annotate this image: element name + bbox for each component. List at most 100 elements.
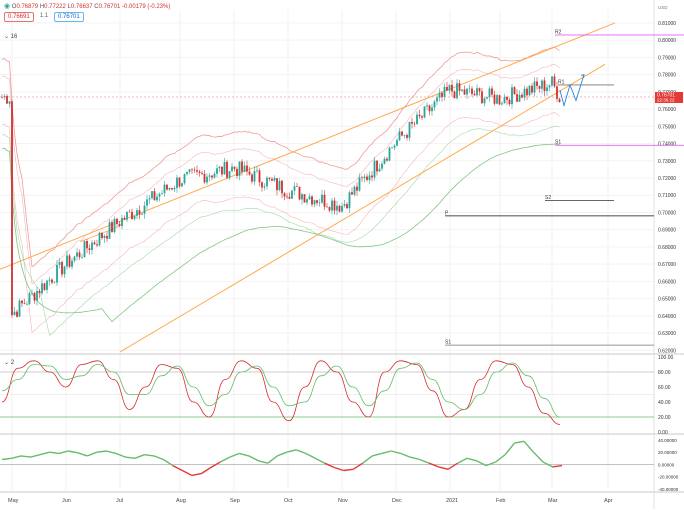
candle-body	[16, 311, 18, 317]
candle-body	[551, 76, 553, 86]
candle-body	[146, 199, 148, 206]
candle-body	[343, 204, 346, 206]
open-label: O	[11, 4, 17, 10]
candle-body	[353, 186, 356, 195]
candle-body	[311, 196, 313, 205]
candle-body	[246, 165, 248, 172]
candle-body	[128, 211, 131, 213]
momentum-segment	[134, 454, 145, 459]
candle-body	[418, 114, 421, 117]
momentum-segment	[239, 452, 249, 457]
candle-body	[546, 87, 548, 92]
momentum-segment	[39, 451, 50, 456]
candle-body	[443, 86, 446, 97]
candle-body	[96, 244, 98, 246]
candle-body	[28, 293, 31, 304]
change-value: -0.00179 (-0.23%)	[121, 4, 171, 10]
momentum-segment	[333, 466, 344, 472]
candle-body	[513, 87, 516, 95]
momentum-segment	[457, 457, 468, 464]
candle-body	[398, 131, 401, 141]
chevron-down-icon: ⌄	[4, 34, 10, 40]
candle-body	[408, 122, 411, 138]
candle-body	[201, 172, 203, 174]
candle-body	[18, 300, 21, 317]
x-tick-label: Dec	[392, 498, 402, 504]
candle-body	[516, 94, 518, 102]
osc-y-tick-label: 40.00	[658, 400, 671, 406]
candle-body	[291, 190, 293, 199]
momentum-segment	[391, 450, 401, 455]
momentum-segment	[58, 450, 69, 455]
oscillator-series-2	[1, 362, 561, 418]
x-tick-label: Aug	[176, 498, 186, 504]
moving-average-fast	[1, 126, 560, 336]
candle-body	[316, 200, 318, 204]
candle-body	[476, 88, 478, 96]
candle-body	[503, 96, 506, 104]
momentum-segment	[191, 472, 202, 477]
candle-body	[411, 122, 413, 124]
candle-body	[481, 91, 483, 104]
candles	[1, 73, 561, 318]
candle-body	[78, 252, 81, 258]
candle-body	[348, 192, 351, 209]
candle-body	[351, 192, 353, 195]
candle-body	[498, 95, 501, 105]
osc-y-tick-label: 80.00	[658, 370, 671, 376]
sell-price-button[interactable]: 0.76691	[4, 12, 34, 22]
mom-y-tick-label: 40.00000	[658, 438, 677, 443]
chevron-down-icon: ⌄	[4, 360, 10, 366]
candle-body	[61, 262, 63, 275]
projection-arrow-icon	[580, 73, 585, 79]
candle-body	[218, 166, 221, 169]
candle-body	[468, 88, 471, 90]
candle-body	[23, 303, 26, 305]
candle-body	[548, 85, 551, 88]
candle-body	[273, 178, 276, 181]
momentum-segment	[286, 449, 297, 453]
candle-body	[253, 171, 256, 182]
candle-body	[541, 80, 543, 89]
channel-lower-line	[119, 63, 606, 353]
candle-body	[378, 168, 381, 172]
candle-body	[261, 182, 263, 188]
momentum-segment	[324, 462, 335, 469]
trade-buttons: 0.76691 1.1 0.76701	[4, 12, 84, 22]
currency-label: USD	[658, 5, 668, 10]
candle-body	[553, 76, 556, 87]
momentum-segment	[172, 464, 183, 472]
momentum-segment	[144, 454, 154, 457]
candle-body	[63, 266, 66, 275]
current-price-value: 0.76701	[657, 92, 675, 98]
close-label: C	[94, 4, 99, 10]
pivot-label-r1: R1	[558, 79, 565, 85]
candle-body	[298, 186, 301, 200]
candle-body	[106, 236, 108, 239]
osc-y-tick-label: 60.00	[658, 385, 671, 391]
buy-price-button[interactable]: 0.76701	[54, 12, 84, 22]
momentum-segment	[552, 464, 563, 468]
candle-body	[451, 84, 453, 92]
pivot-label-s2: S2	[545, 195, 551, 201]
candle-body	[426, 105, 428, 107]
pivot-label-s1: S1	[555, 140, 561, 146]
momentum-segment	[447, 462, 458, 470]
y-tick-label: 0.81000	[658, 21, 676, 27]
momentum-segment	[258, 460, 268, 464]
oscillator-toggle[interactable]: ⌄ 2	[4, 359, 14, 366]
ohlc-readout: ◉ O0.76879 H0.77222 L0.76637 C0.76701 -0…	[4, 2, 170, 10]
pivot-label-s1: S1	[445, 340, 451, 346]
x-tick-label: Nov	[338, 498, 348, 504]
candle-body	[521, 94, 523, 98]
open-value: 0.76879	[16, 4, 39, 10]
momentum-segment	[277, 451, 287, 457]
osc-y-tick-label: 20.00	[658, 415, 671, 421]
indicators-toggle[interactable]: ⌄ 16	[4, 33, 17, 40]
low-label: L	[67, 4, 71, 10]
candle-body	[208, 175, 211, 177]
candle-body	[233, 166, 236, 169]
candle-body	[486, 97, 488, 99]
